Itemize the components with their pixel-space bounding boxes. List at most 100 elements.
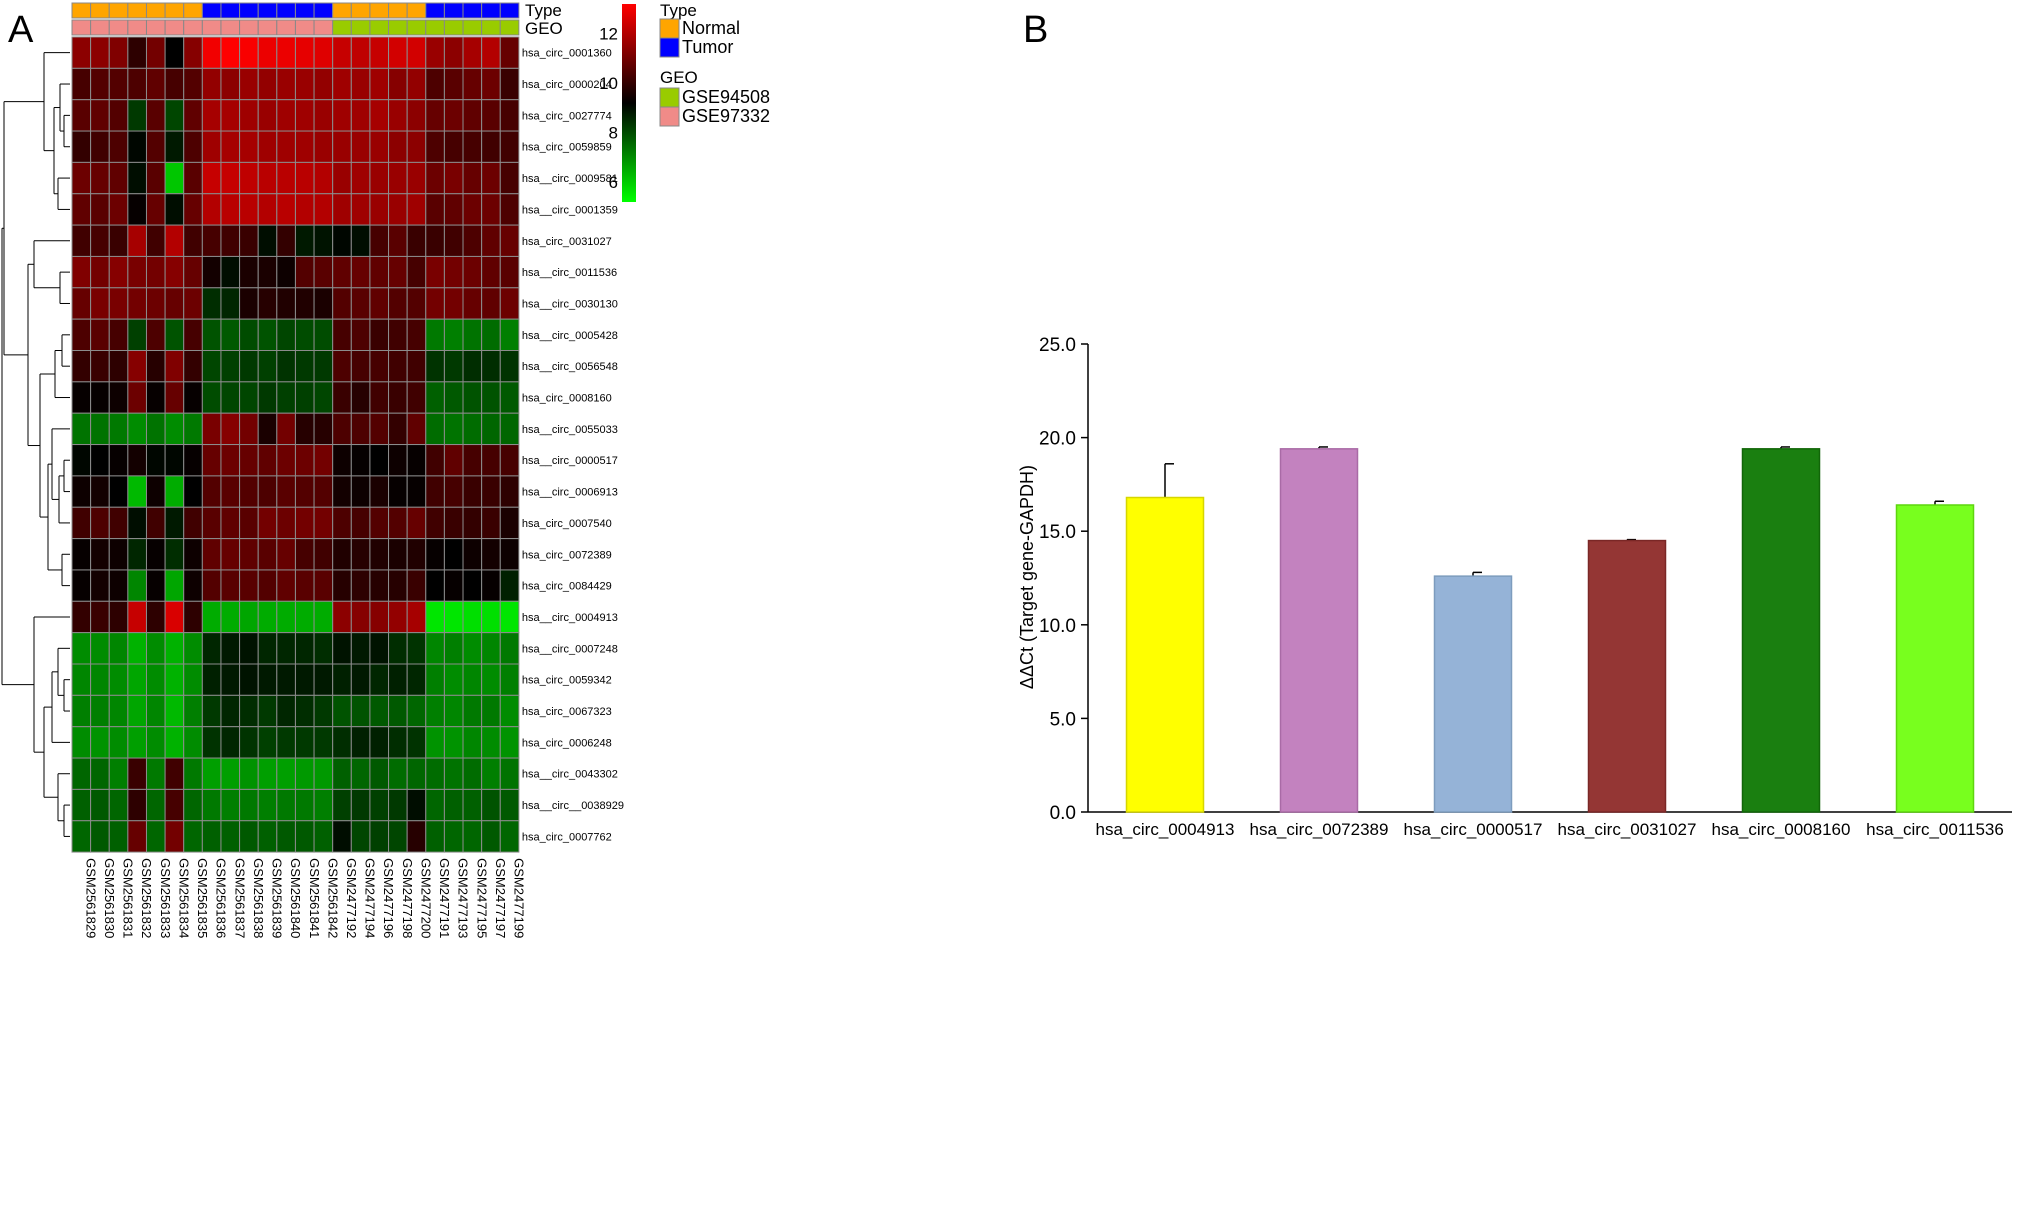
- heatmap-cell: [443, 726, 464, 759]
- heatmap-cell: [499, 538, 520, 571]
- heatmap-cell: [332, 99, 352, 132]
- heatmap-cell: [462, 255, 483, 289]
- heatmap-cell: [350, 381, 371, 414]
- heatmap-cell: [443, 506, 464, 540]
- heatmap-cell: [481, 350, 501, 383]
- geo-annotation-cell: [239, 19, 259, 36]
- type-annotation-cell: [425, 2, 445, 19]
- panel-b-label: B: [1023, 9, 1048, 51]
- heatmap-cell: [239, 788, 259, 822]
- heatmap-cell: [313, 600, 334, 634]
- heatmap-cell: [183, 36, 203, 69]
- heatmap-cell: [276, 506, 296, 540]
- heatmap-cell: [257, 569, 278, 602]
- heatmap-cell: [220, 350, 241, 383]
- heatmap-cell: [332, 820, 352, 853]
- heatmap-cell: [90, 569, 110, 602]
- heatmap-cell: [164, 381, 185, 414]
- heatmap-cell: [313, 130, 334, 163]
- heatmap-cell: [90, 788, 110, 822]
- heatmap-cell: [108, 569, 129, 602]
- heatmap-cell: [239, 36, 259, 69]
- type-annotation-cell: [388, 2, 408, 19]
- heatmap-cell: [406, 381, 427, 414]
- heatmap-cell: [220, 475, 241, 508]
- heatmap-cell: [90, 726, 110, 759]
- heatmap-cell: [201, 538, 222, 571]
- heatmap-cell: [145, 130, 166, 163]
- heatmap-cell: [127, 600, 147, 634]
- heatmap-cell: [462, 67, 483, 101]
- heatmap-cell: [462, 161, 483, 195]
- heatmap-cell: [313, 820, 334, 853]
- colorbar-tick-label: 10: [599, 74, 618, 93]
- heatmap-cell: [220, 632, 241, 665]
- heatmap-cell: [369, 130, 390, 163]
- heatmap-cell: [257, 193, 278, 226]
- heatmap-cell: [425, 318, 445, 351]
- heatmap-cell: [220, 600, 241, 634]
- heatmap-cell: [239, 318, 259, 351]
- heatmap-cell: [425, 350, 445, 383]
- heatmap-cell: [369, 412, 390, 446]
- heatmap-cell: [201, 381, 222, 414]
- row-label: hsa_circ_0006248: [522, 737, 612, 749]
- column-label: GSM2477195: [474, 858, 489, 938]
- heatmap-cell: [71, 412, 92, 446]
- column-label: GSM2561835: [195, 858, 210, 938]
- heatmap-cell: [183, 412, 203, 446]
- heatmap-cell: [90, 36, 110, 69]
- heatmap-cell: [481, 255, 501, 289]
- heatmap-cell: [220, 67, 241, 101]
- type-annotation-cell: [406, 2, 427, 19]
- heatmap-cell: [127, 381, 147, 414]
- heatmap-cell: [239, 820, 259, 853]
- heatmap-cell: [332, 600, 352, 634]
- geo-annotation-cell: [425, 19, 445, 36]
- heatmap-cell: [406, 506, 427, 540]
- heatmap-cell: [145, 36, 166, 69]
- type-annotation-cell: [443, 2, 464, 19]
- heatmap-cell: [164, 287, 185, 320]
- heatmap-cell: [294, 318, 315, 351]
- column-label: GSM2477194: [363, 858, 378, 938]
- heatmap-cell: [145, 381, 166, 414]
- heatmap-cell: [90, 757, 110, 790]
- heatmap-cell: [145, 161, 166, 195]
- geo-annotation-cell: [443, 19, 464, 36]
- heatmap-cell: [145, 193, 166, 226]
- heatmap-cell: [294, 632, 315, 665]
- row-label: hsa_circ_0027774: [522, 110, 612, 122]
- heatmap-cell: [350, 726, 371, 759]
- heatmap-cell: [443, 475, 464, 508]
- column-labels: GSM2561829 GSM2561830 GSM2561831 GSM2561832…: [83, 858, 526, 938]
- heatmap-cell: [313, 694, 334, 728]
- heatmap-cell: [71, 193, 92, 226]
- heatmap-cell: [332, 36, 352, 69]
- heatmap-cell: [369, 350, 390, 383]
- heatmap-cell: [71, 67, 92, 101]
- heatmap-cell: [276, 475, 296, 508]
- heatmap-cell: [108, 255, 129, 289]
- heatmap-cell: [369, 757, 390, 790]
- heatmap-cell: [388, 444, 408, 477]
- heatmap-cell: [332, 757, 352, 790]
- heatmap-cell: [462, 130, 483, 163]
- heatmap-cell: [369, 820, 390, 853]
- heatmap-cell: [108, 36, 129, 69]
- heatmap-cell: [145, 569, 166, 602]
- heatmap-cell: [127, 694, 147, 728]
- heatmap-cell: [276, 255, 296, 289]
- geo-annotation-cell: [257, 19, 278, 36]
- heatmap-cell: [276, 130, 296, 163]
- heatmap-cell: [257, 99, 278, 132]
- type-annotation-label: Type: [525, 1, 562, 20]
- type-annotation-cell: [276, 2, 296, 19]
- type-annotation-cell: [332, 2, 352, 19]
- heatmap-cell: [443, 67, 464, 101]
- type-annotation-cell: [108, 2, 129, 19]
- row-label: hsa_circ_0067323: [522, 706, 612, 718]
- heatmap-cell: [164, 569, 185, 602]
- geo-annotation-cell: [481, 19, 501, 36]
